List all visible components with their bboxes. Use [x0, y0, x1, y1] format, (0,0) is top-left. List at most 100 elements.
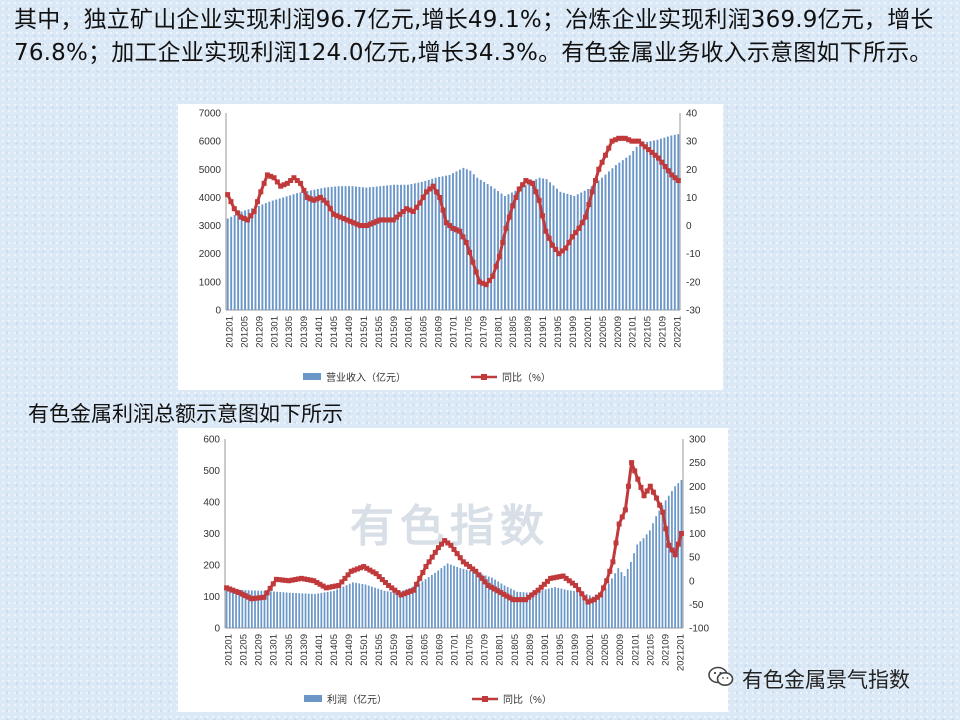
yoy-marker	[370, 569, 376, 575]
revenue-bar	[254, 590, 256, 628]
revenue-bar	[566, 193, 569, 310]
yoy-marker	[288, 178, 294, 184]
revenue-bar	[434, 177, 437, 310]
revenue-bar	[244, 590, 247, 628]
revenue-bar	[427, 179, 430, 310]
yoy-marker	[433, 189, 439, 195]
yoy-marker	[308, 196, 314, 202]
legend-line-label: 同比（%）	[502, 372, 551, 384]
revenue-bar	[544, 589, 547, 628]
yoy-marker	[554, 574, 560, 580]
yoy-marker	[507, 595, 513, 601]
revenue-bar	[663, 137, 666, 310]
yoy-marker	[384, 217, 390, 223]
revenue-bar	[296, 193, 298, 310]
yoy-marker	[298, 180, 304, 186]
yoy-marker	[324, 200, 330, 206]
revenue-bar	[583, 190, 586, 310]
revenue-bar	[289, 195, 292, 310]
yoy-marker	[579, 591, 585, 597]
yoy-marker	[526, 179, 532, 185]
x-tick-label: 201909	[568, 316, 579, 348]
yoy-marker	[647, 483, 653, 489]
yoy-marker	[520, 182, 526, 188]
y-tick-label: 0	[214, 624, 220, 635]
yoy-marker	[333, 583, 339, 589]
yoy-marker	[490, 273, 496, 279]
revenue-bar	[626, 568, 629, 628]
revenue-bar	[618, 162, 621, 310]
yoy-marker	[599, 159, 605, 165]
revenue-bar	[389, 185, 392, 310]
revenue-bar	[503, 585, 506, 628]
y2-tick-label: 30	[686, 137, 698, 148]
x-tick-label: 201901	[540, 634, 551, 666]
revenue-bar	[427, 577, 430, 628]
yoy-marker	[563, 575, 569, 581]
yoy-marker	[264, 590, 270, 596]
yoy-marker	[659, 159, 665, 165]
yoy-marker	[548, 575, 554, 581]
yoy-marker	[423, 189, 429, 195]
revenue-bar	[389, 591, 392, 628]
x-tick-label: 201409	[344, 634, 355, 666]
revenue-bar	[382, 185, 385, 310]
revenue-bar	[377, 588, 380, 628]
yoy-marker	[364, 223, 370, 229]
yoy-marker	[501, 591, 507, 597]
revenue-bar	[604, 174, 607, 310]
yoy-marker	[278, 183, 284, 189]
yoy-marker	[423, 564, 429, 570]
x-tick-label: 201201	[225, 316, 236, 348]
revenue-bar	[257, 590, 260, 628]
yoy-marker	[602, 152, 608, 158]
revenue-bar	[493, 188, 496, 310]
yoy-marker	[395, 590, 401, 596]
revenue-bar	[372, 186, 375, 310]
yoy-marker	[317, 581, 323, 587]
yoy-marker	[616, 521, 622, 527]
revenue-bar	[497, 191, 500, 310]
yoy-marker	[274, 179, 280, 185]
revenue-bar	[424, 180, 427, 310]
yoy-marker	[532, 590, 538, 596]
revenue-bar	[295, 593, 297, 628]
revenue-bar	[597, 180, 600, 310]
yoy-marker	[453, 227, 459, 233]
yoy-marker	[612, 137, 618, 143]
revenue-bar	[298, 593, 301, 628]
revenue-bar	[361, 187, 364, 310]
yoy-marker	[311, 197, 317, 203]
yoy-marker	[331, 211, 337, 217]
revenue-bar	[323, 187, 326, 310]
revenue-bar	[299, 192, 302, 310]
revenue-bar	[421, 581, 424, 628]
x-tick-label: 201709	[480, 634, 491, 666]
revenue-bar	[484, 575, 487, 628]
y-tick-label: 500	[203, 466, 220, 477]
revenue-bar	[611, 578, 613, 628]
yoy-marker	[662, 163, 668, 169]
revenue-bar	[379, 186, 382, 310]
y2-tick-label: 200	[689, 482, 706, 493]
yoy-marker	[480, 280, 486, 286]
yoy-marker	[622, 135, 628, 141]
yoy-marker	[245, 594, 251, 600]
yoy-marker	[533, 189, 539, 195]
yoy-marker	[242, 593, 248, 599]
y-tick-label: 100	[203, 592, 220, 603]
revenue-bar	[301, 593, 304, 628]
yoy-marker	[594, 594, 600, 600]
revenue-bar	[276, 591, 278, 628]
legend-line-label: 同比（%）	[503, 694, 552, 706]
revenue-bar	[490, 186, 493, 310]
revenue-bar	[238, 589, 241, 628]
yoy-marker	[254, 199, 260, 205]
revenue-bar	[573, 590, 575, 628]
yoy-marker	[596, 166, 602, 172]
revenue-bar	[614, 165, 617, 310]
yoy-marker	[379, 577, 385, 583]
yoy-marker	[592, 178, 598, 184]
revenue-bar	[228, 588, 231, 628]
revenue-bar	[257, 205, 260, 310]
